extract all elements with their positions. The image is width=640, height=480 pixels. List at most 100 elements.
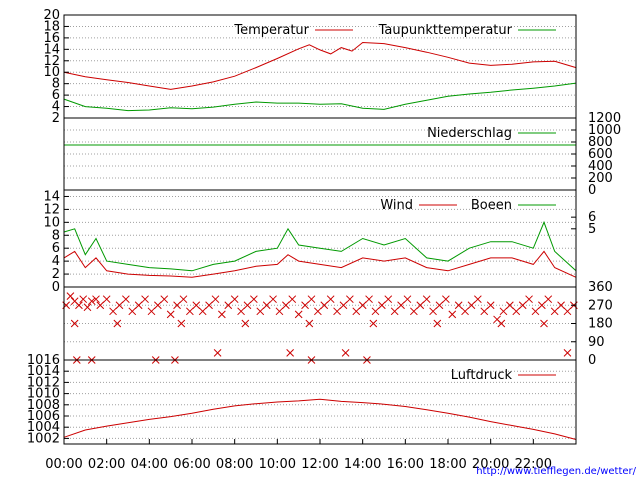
wind-direction-point [403, 295, 412, 304]
x-axis-tick-label: 04:00 [131, 457, 168, 472]
wind-direction-point [397, 301, 405, 310]
wind-direction-point [179, 295, 188, 304]
wind-direction-point [96, 301, 105, 310]
temperature-legend-label: Temperatur [233, 23, 309, 38]
wind-direction-point [282, 301, 290, 310]
temperature-y-tick-label: 4 [52, 100, 60, 115]
x-axis-tick-label: 16:00 [387, 457, 424, 472]
wind-direction-point [550, 307, 559, 316]
wind-y-tick-label: 14 [43, 189, 60, 204]
pressure-y-tick-label: 1006 [27, 409, 60, 424]
temperature-legend-label: Taupunkttemperatur [378, 23, 513, 38]
precipitation-y-right-tick-label: 1200 [588, 111, 621, 126]
wind-direction-point [339, 301, 348, 310]
wind-direction-point [540, 319, 548, 328]
wind-legend-label: Wind [380, 198, 413, 213]
wind-direction-point [269, 295, 277, 304]
wind-direction-point [538, 301, 546, 310]
wind-direction-point [369, 319, 378, 328]
wind-series-wind [63, 250, 577, 278]
wind-direction-point [422, 295, 431, 304]
wind-direction-point [205, 301, 213, 310]
temperature-y-tick-label: 14 [43, 42, 60, 57]
wind-direction-point [160, 295, 169, 304]
wind-direction-point [448, 310, 457, 319]
wind-direction-point [218, 310, 226, 319]
wind-direction-point [486, 301, 495, 310]
temperature-y-tick-label: 6 [52, 88, 60, 103]
wind-y-tick-label: 10 [43, 215, 60, 230]
pressure-y-tick-label: 1014 [27, 364, 60, 379]
wind-direction-point [286, 349, 294, 357]
wind-direction-point [341, 349, 350, 357]
wind-direction-point [480, 307, 489, 316]
wind-direction-point [467, 301, 476, 310]
wind-direction-point [320, 301, 329, 310]
temperature-series-taupunkttemperatur [63, 82, 577, 112]
wind-direction-point [115, 301, 124, 310]
precipitation-legend-label: Niederschlag [427, 126, 512, 141]
wind-direction-point [92, 295, 100, 304]
x-axis-tick-label: 06:00 [173, 457, 210, 472]
pressure-legend-label: Luftdruck [451, 368, 513, 383]
pressure-y-tick-label: 1008 [27, 398, 60, 413]
precipitation-y-right-tick-label: 200 [588, 171, 613, 186]
wind-direction-y-right-tick-label: 270 [588, 298, 613, 313]
wind-y-tick-label: 6 [52, 241, 60, 256]
x-axis-tick-label: 22:00 [515, 457, 552, 472]
wind-direction-point [141, 295, 149, 304]
precipitation-y-right-tick-label: 600 [588, 147, 613, 162]
wind-direction-point [497, 319, 506, 328]
wind-direction-point [531, 307, 540, 316]
wind-direction-point [154, 301, 162, 310]
wind-direction-point [563, 307, 572, 316]
text-layer: 2018161412108642TaupunkttemperaturTemper… [27, 8, 621, 472]
wind-direction-point [454, 301, 463, 310]
wind-direction-point [525, 295, 533, 304]
wind-direction-point [390, 307, 399, 316]
wind-direction-point [461, 307, 469, 316]
temperature-y-tick-label: 12 [43, 54, 60, 69]
wind-y-tick-label: 2 [52, 267, 60, 282]
wind-direction-point [557, 301, 565, 310]
precipitation-y-right-tick-label: 400 [588, 159, 613, 174]
pressure-series-luftdruck [63, 398, 577, 440]
wind-direction-point [435, 301, 444, 310]
source-url[interactable]: http://www.tiefflegen.de/wetter/ [476, 466, 636, 477]
wind-direction-point [294, 310, 303, 319]
wind-direction-point [250, 295, 258, 304]
wind-y-tick-label: 4 [52, 254, 60, 269]
wind-direction-point [506, 301, 514, 310]
x-axis-tick-label: 14:00 [344, 457, 381, 472]
wind-direction-point [186, 307, 194, 316]
wind-direction-point [384, 295, 393, 304]
wind-direction-point [262, 301, 271, 310]
wind-direction-point [544, 295, 553, 304]
wind-direction-point [275, 307, 284, 316]
x-axis-tick-label: 02:00 [88, 457, 125, 472]
x-axis-tick-label: 20:00 [472, 457, 509, 472]
wind-direction-point [192, 301, 201, 310]
wind-direction-point [365, 295, 373, 304]
wind-y-right-tick-label: 5 [588, 222, 596, 237]
wind-direction-point [333, 307, 341, 316]
wind-direction-point [173, 301, 181, 310]
frame-layer [63, 14, 577, 445]
wind-y-tick-label: 12 [43, 202, 60, 217]
x-axis-tick-label: 18:00 [429, 457, 466, 472]
wind-direction-point [307, 295, 316, 304]
wind-series-boeen [63, 220, 577, 272]
wind-direction-point [512, 307, 521, 316]
wind-direction-y-tick-label: 1016 [27, 353, 60, 368]
wind-direction-point [147, 307, 156, 316]
wind-direction-point [358, 301, 367, 310]
wind-direction-point [429, 307, 437, 316]
wind-direction-point [442, 295, 450, 304]
temperature-y-tick-label: 16 [43, 31, 60, 46]
wind-direction-point [563, 349, 572, 357]
pressure-y-tick-label: 1004 [27, 420, 60, 435]
wind-direction-point [198, 307, 207, 316]
wind-direction-point [87, 297, 96, 306]
precipitation-y-right-tick-label: 1000 [588, 123, 621, 138]
wind-direction-point [79, 295, 88, 304]
